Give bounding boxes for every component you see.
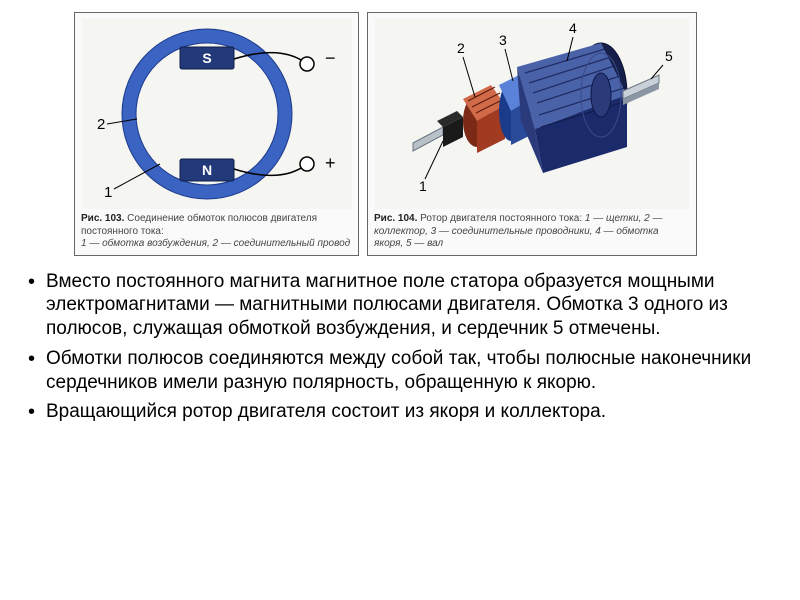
bullet-text: Вместо постоянного магнита магнитное пол… <box>46 271 728 340</box>
svg-text:5: 5 <box>665 48 673 64</box>
list-item: Вращающийся ротор двигателя состоит из я… <box>24 400 776 424</box>
svg-text:2: 2 <box>97 116 105 133</box>
figure-104-caption-main: Ротор двигателя постоянного тока: <box>417 213 582 224</box>
svg-text:S: S <box>202 50 211 66</box>
figure-103-caption-title: Рис. 103. <box>81 213 124 224</box>
svg-text:−: − <box>325 48 336 68</box>
figure-103-caption-sub: 1 — обмотка возбуждения, 2 — соединитель… <box>81 238 350 249</box>
figure-103-svg: S N − + 2 1 <box>82 19 352 209</box>
svg-text:3: 3 <box>499 32 507 48</box>
svg-text:1: 1 <box>419 178 427 194</box>
list-item: Обмотки полюсов соединяются между собой … <box>24 347 776 395</box>
figure-103-box: S N − + 2 1 Рис. 103. Соединение обмоток… <box>74 12 359 256</box>
svg-text:2: 2 <box>457 40 465 56</box>
bullet-list: Вместо постоянного магнита магнитное пол… <box>24 270 776 425</box>
figure-104-caption: Рис. 104. Ротор двигателя постоянного то… <box>374 213 690 251</box>
svg-text:4: 4 <box>569 20 577 36</box>
list-item: Вместо постоянного магнита магнитное пол… <box>24 270 776 341</box>
figures-row: S N − + 2 1 Рис. 103. Соединение обмоток… <box>74 12 776 256</box>
figure-103-caption: Рис. 103. Соединение обмоток полюсов дви… <box>81 213 352 251</box>
figure-104-svg: 1 2 3 4 5 <box>375 19 689 209</box>
bullet-text: Обмотки полюсов соединяются между собой … <box>46 348 751 393</box>
svg-text:+: + <box>325 153 336 173</box>
svg-text:1: 1 <box>104 184 112 201</box>
figure-104-caption-title: Рис. 104. <box>374 213 417 224</box>
figure-104-box: 1 2 3 4 5 Рис. 104. Ротор двигателя пост… <box>367 12 697 256</box>
bullet-text: Вращающийся ротор двигателя состоит из я… <box>46 401 606 422</box>
svg-text:N: N <box>201 162 211 178</box>
